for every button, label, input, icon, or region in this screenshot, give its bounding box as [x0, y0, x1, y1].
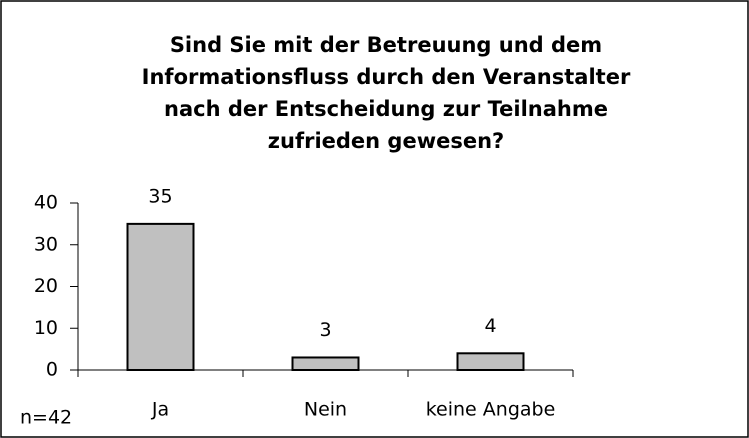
- x-tick-label: Ja: [151, 399, 169, 421]
- chart-title: Informationsfluss durch den Veranstalter: [142, 65, 631, 89]
- chart-title: nach der Entscheidung zur Teilnahme: [164, 97, 608, 121]
- bar: [456, 352, 525, 371]
- y-tick-label: 10: [34, 317, 58, 339]
- x-tick-label: keine Angabe: [426, 399, 556, 421]
- y-tick-label: 0: [46, 359, 58, 381]
- y-tick-label: 30: [34, 233, 58, 255]
- annotation: n=42: [20, 407, 72, 429]
- x-tick-label: Nein: [304, 399, 347, 421]
- data-label: 3: [319, 319, 331, 341]
- data-label: 35: [148, 185, 172, 207]
- y-tick-label: 40: [34, 192, 58, 214]
- data-label: 4: [484, 315, 496, 337]
- bar: [291, 356, 360, 372]
- y-tick-label: 20: [34, 275, 58, 297]
- bar: [126, 222, 195, 371]
- chart-title: zufrieden gewesen?: [268, 129, 504, 153]
- chart-title: Sind Sie mit der Betreuung und dem: [170, 33, 602, 57]
